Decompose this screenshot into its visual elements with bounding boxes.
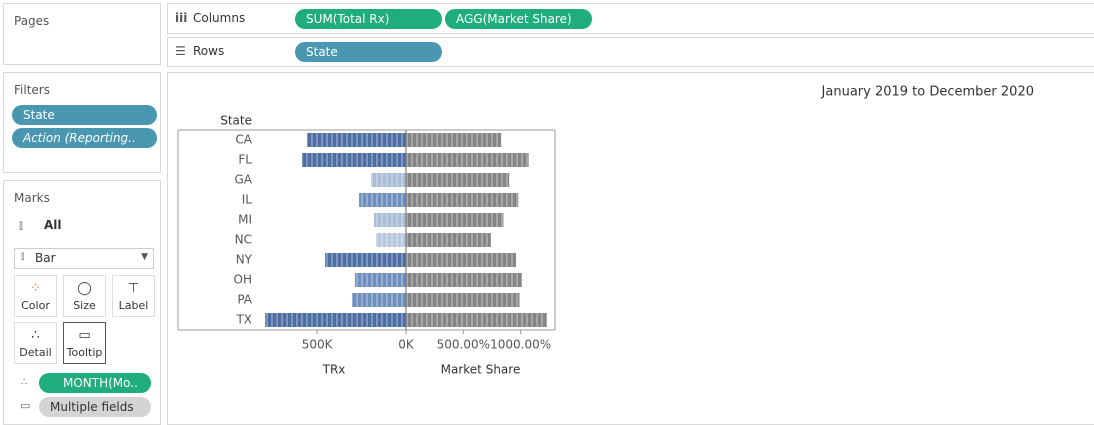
row-label: MI xyxy=(238,213,252,227)
bar-month-stripes xyxy=(352,293,406,307)
column-pill[interactable]: AGG(Market Share) xyxy=(445,9,592,29)
marks-card: Marks ⫾ All ⫾ Bar ▼ ⁘ Color ◯ Size ⊤ Label … xyxy=(3,180,161,425)
row-header: State xyxy=(220,114,252,128)
bar-month-stripes xyxy=(406,173,510,187)
bar-icon: ⫾ xyxy=(19,218,23,232)
color-button[interactable]: ⁘ Color xyxy=(14,275,57,317)
pages-title: Pages xyxy=(14,14,50,28)
detail-pill[interactable]: MONTH(Mo.. xyxy=(39,373,151,393)
bar-month-stripes xyxy=(374,213,406,227)
row-label: TX xyxy=(235,313,252,327)
button-label: Tooltip xyxy=(66,346,103,359)
x-tick-label: 500K xyxy=(302,338,334,352)
shelf-label: Columns xyxy=(193,11,246,25)
bar-month-stripes xyxy=(359,193,406,207)
bar-month-stripes xyxy=(406,153,529,167)
label-button[interactable]: ⊤ Label xyxy=(112,275,155,317)
x-tick-label: 0K xyxy=(398,338,415,352)
axis-title: Market Share xyxy=(441,363,521,377)
filters-title: Filters xyxy=(14,83,50,97)
mark-type-dropdown[interactable]: ⫾ Bar ▼ xyxy=(14,248,154,269)
shelf-label: Rows xyxy=(193,44,225,58)
bar-month-stripes xyxy=(406,233,491,247)
column-pill[interactable]: SUM(Total Rx) xyxy=(295,9,442,29)
filters-card: Filters State Action (Reporting.. xyxy=(3,72,161,173)
axis-title: TRx xyxy=(322,363,346,377)
chart: January 2019 to December 2020 State CA FL… xyxy=(177,85,1034,377)
filter-pill[interactable]: State xyxy=(12,105,157,125)
bar-month-stripes xyxy=(406,293,520,307)
button-label: Color xyxy=(21,299,50,312)
tooltip-button[interactable]: ▭ Tooltip xyxy=(63,322,106,364)
columns-shelf: iii Columns SUM(Total Rx) AGG(Market Sha… xyxy=(167,3,1094,34)
bar-month-stripes xyxy=(406,193,519,207)
bar-month-stripes xyxy=(406,213,504,227)
detail-button[interactable]: ∴ Detail xyxy=(14,322,57,364)
bar-month-stripes xyxy=(406,253,517,267)
row-label: PA xyxy=(237,293,252,307)
x-tick-label: 500.00% xyxy=(437,338,490,352)
bar-month-stripes xyxy=(406,133,502,147)
row-label: OH xyxy=(234,273,252,287)
button-label: Size xyxy=(73,299,96,312)
bar-month-stripes xyxy=(370,173,406,187)
bar-month-stripes xyxy=(354,273,406,287)
mark-type: Bar xyxy=(35,251,56,265)
row-label: FL xyxy=(238,153,252,167)
tooltip-pill[interactable]: Multiple fields xyxy=(39,397,151,417)
pages-card: Pages xyxy=(3,3,161,65)
row-pill[interactable]: State xyxy=(295,42,442,62)
view-subtitle: January 2019 to December 2020 xyxy=(821,85,1034,100)
bar-month-stripes xyxy=(375,233,406,247)
bar-month-stripes xyxy=(265,313,406,327)
bar-month-stripes xyxy=(307,133,406,147)
bar-month-stripes xyxy=(406,273,522,287)
row-label: CA xyxy=(235,133,252,147)
x-tick-label: 1000.00% xyxy=(490,338,551,352)
button-label: Label xyxy=(118,299,149,312)
bar-month-stripes xyxy=(406,313,547,327)
row-label: IL xyxy=(242,193,253,207)
bar-month-stripes xyxy=(325,253,406,267)
size-button[interactable]: ◯ Size xyxy=(63,275,106,317)
rows-shelf: ☰ Rows State xyxy=(167,37,1094,67)
marks-title: Marks xyxy=(14,191,50,205)
bar-month-stripes xyxy=(302,153,406,167)
row-label: NC xyxy=(235,233,252,247)
row-label: GA xyxy=(234,173,252,187)
row-label: NY xyxy=(236,253,253,267)
button-label: Detail xyxy=(19,346,52,359)
filter-pill[interactable]: Action (Reporting.. xyxy=(12,128,157,148)
marks-all[interactable]: All xyxy=(44,218,62,232)
